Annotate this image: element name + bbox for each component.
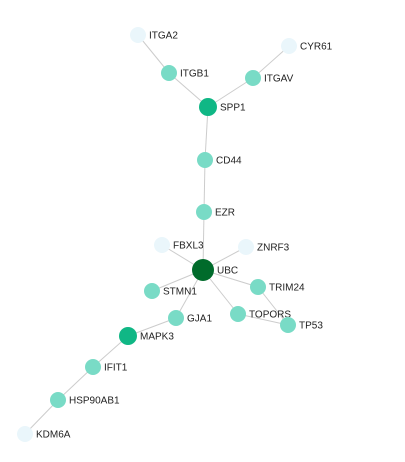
edge-cyr61-itgav [252, 45, 290, 79]
node-ubc[interactable]: UBC [192, 259, 238, 281]
node-circle-itga2[interactable] [130, 27, 146, 43]
node-label-hsp90ab1: HSP90AB1 [69, 396, 120, 407]
node-label-tp53: TP53 [299, 321, 323, 332]
node-spp1[interactable]: SPP1 [199, 98, 246, 116]
node-label-trim24: TRIM24 [269, 283, 305, 294]
node-circle-tp53[interactable] [280, 317, 296, 333]
node-label-fbxl3: FBXL3 [173, 241, 204, 252]
node-ezr[interactable]: EZR [196, 204, 235, 220]
node-circle-ifit1[interactable] [85, 359, 101, 375]
node-circle-itgb1[interactable] [161, 65, 177, 81]
node-itgav[interactable]: ITGAV [245, 70, 294, 86]
edge-topors-tp53 [237, 313, 289, 326]
edge-ifit1-hsp90ab1 [57, 366, 94, 401]
node-label-cd44: CD44 [216, 156, 242, 167]
edge-cd44-ezr [203, 159, 206, 213]
node-label-stmn1: STMN1 [163, 287, 197, 298]
node-hsp90ab1[interactable]: HSP90AB1 [50, 392, 120, 408]
node-label-mapk3: MAPK3 [140, 332, 174, 343]
node-circle-spp1[interactable] [199, 98, 217, 116]
node-circle-ubc[interactable] [192, 259, 214, 281]
node-circle-ezr[interactable] [196, 204, 212, 220]
node-label-ubc: UBC [217, 266, 238, 277]
node-circle-fbxl3[interactable] [154, 237, 170, 253]
node-circle-znrf3[interactable] [238, 239, 254, 255]
node-ifit1[interactable]: IFIT1 [85, 359, 128, 375]
node-fbxl3[interactable]: FBXL3 [154, 237, 204, 253]
node-label-spp1: SPP1 [220, 103, 246, 114]
node-itga2[interactable]: ITGA2 [130, 27, 178, 43]
edge-layer [24, 34, 290, 435]
edge-trim24-tp53 [257, 286, 289, 326]
node-label-kdm6a: KDM6A [36, 430, 71, 441]
node-circle-cd44[interactable] [197, 152, 213, 168]
node-circle-topors[interactable] [230, 306, 246, 322]
node-label-znrf3: ZNRF3 [257, 243, 290, 254]
node-gja1[interactable]: GJA1 [168, 310, 212, 326]
node-cyr61[interactable]: CYR61 [281, 38, 333, 54]
node-circle-itgav[interactable] [245, 70, 261, 86]
node-kdm6a[interactable]: KDM6A [17, 426, 71, 442]
node-label-gja1: GJA1 [187, 314, 212, 325]
edge-itga2-itgb1 [137, 34, 170, 74]
node-circle-mapk3[interactable] [119, 327, 137, 345]
node-label-cyr61: CYR61 [300, 42, 333, 53]
node-circle-kdm6a[interactable] [17, 426, 33, 442]
node-label-ezr: EZR [215, 208, 235, 219]
node-label-itgb1: ITGB1 [180, 69, 209, 80]
node-circle-hsp90ab1[interactable] [50, 392, 66, 408]
node-circle-stmn1[interactable] [144, 283, 160, 299]
node-label-topors: TOPORS [249, 310, 291, 321]
node-layer: ITGA2 CYR61 ITGB1 ITGAV SPP1 CD44 EZR FBXL3 ZNRF… [17, 27, 333, 442]
node-tp53[interactable]: TP53 [280, 317, 323, 333]
node-stmn1[interactable]: STMN1 [144, 283, 197, 299]
node-circle-cyr61[interactable] [281, 38, 297, 54]
node-label-itga2: ITGA2 [149, 31, 178, 42]
node-mapk3[interactable]: MAPK3 [119, 327, 174, 345]
node-label-ifit1: IFIT1 [104, 363, 128, 374]
node-label-itgav: ITGAV [264, 74, 294, 85]
node-itgb1[interactable]: ITGB1 [161, 65, 209, 81]
node-cd44[interactable]: CD44 [197, 152, 242, 168]
node-znrf3[interactable]: ZNRF3 [238, 239, 290, 255]
node-circle-gja1[interactable] [168, 310, 184, 326]
node-topors[interactable]: TOPORS [230, 306, 291, 322]
node-circle-trim24[interactable] [250, 279, 266, 295]
node-trim24[interactable]: TRIM24 [250, 279, 305, 295]
